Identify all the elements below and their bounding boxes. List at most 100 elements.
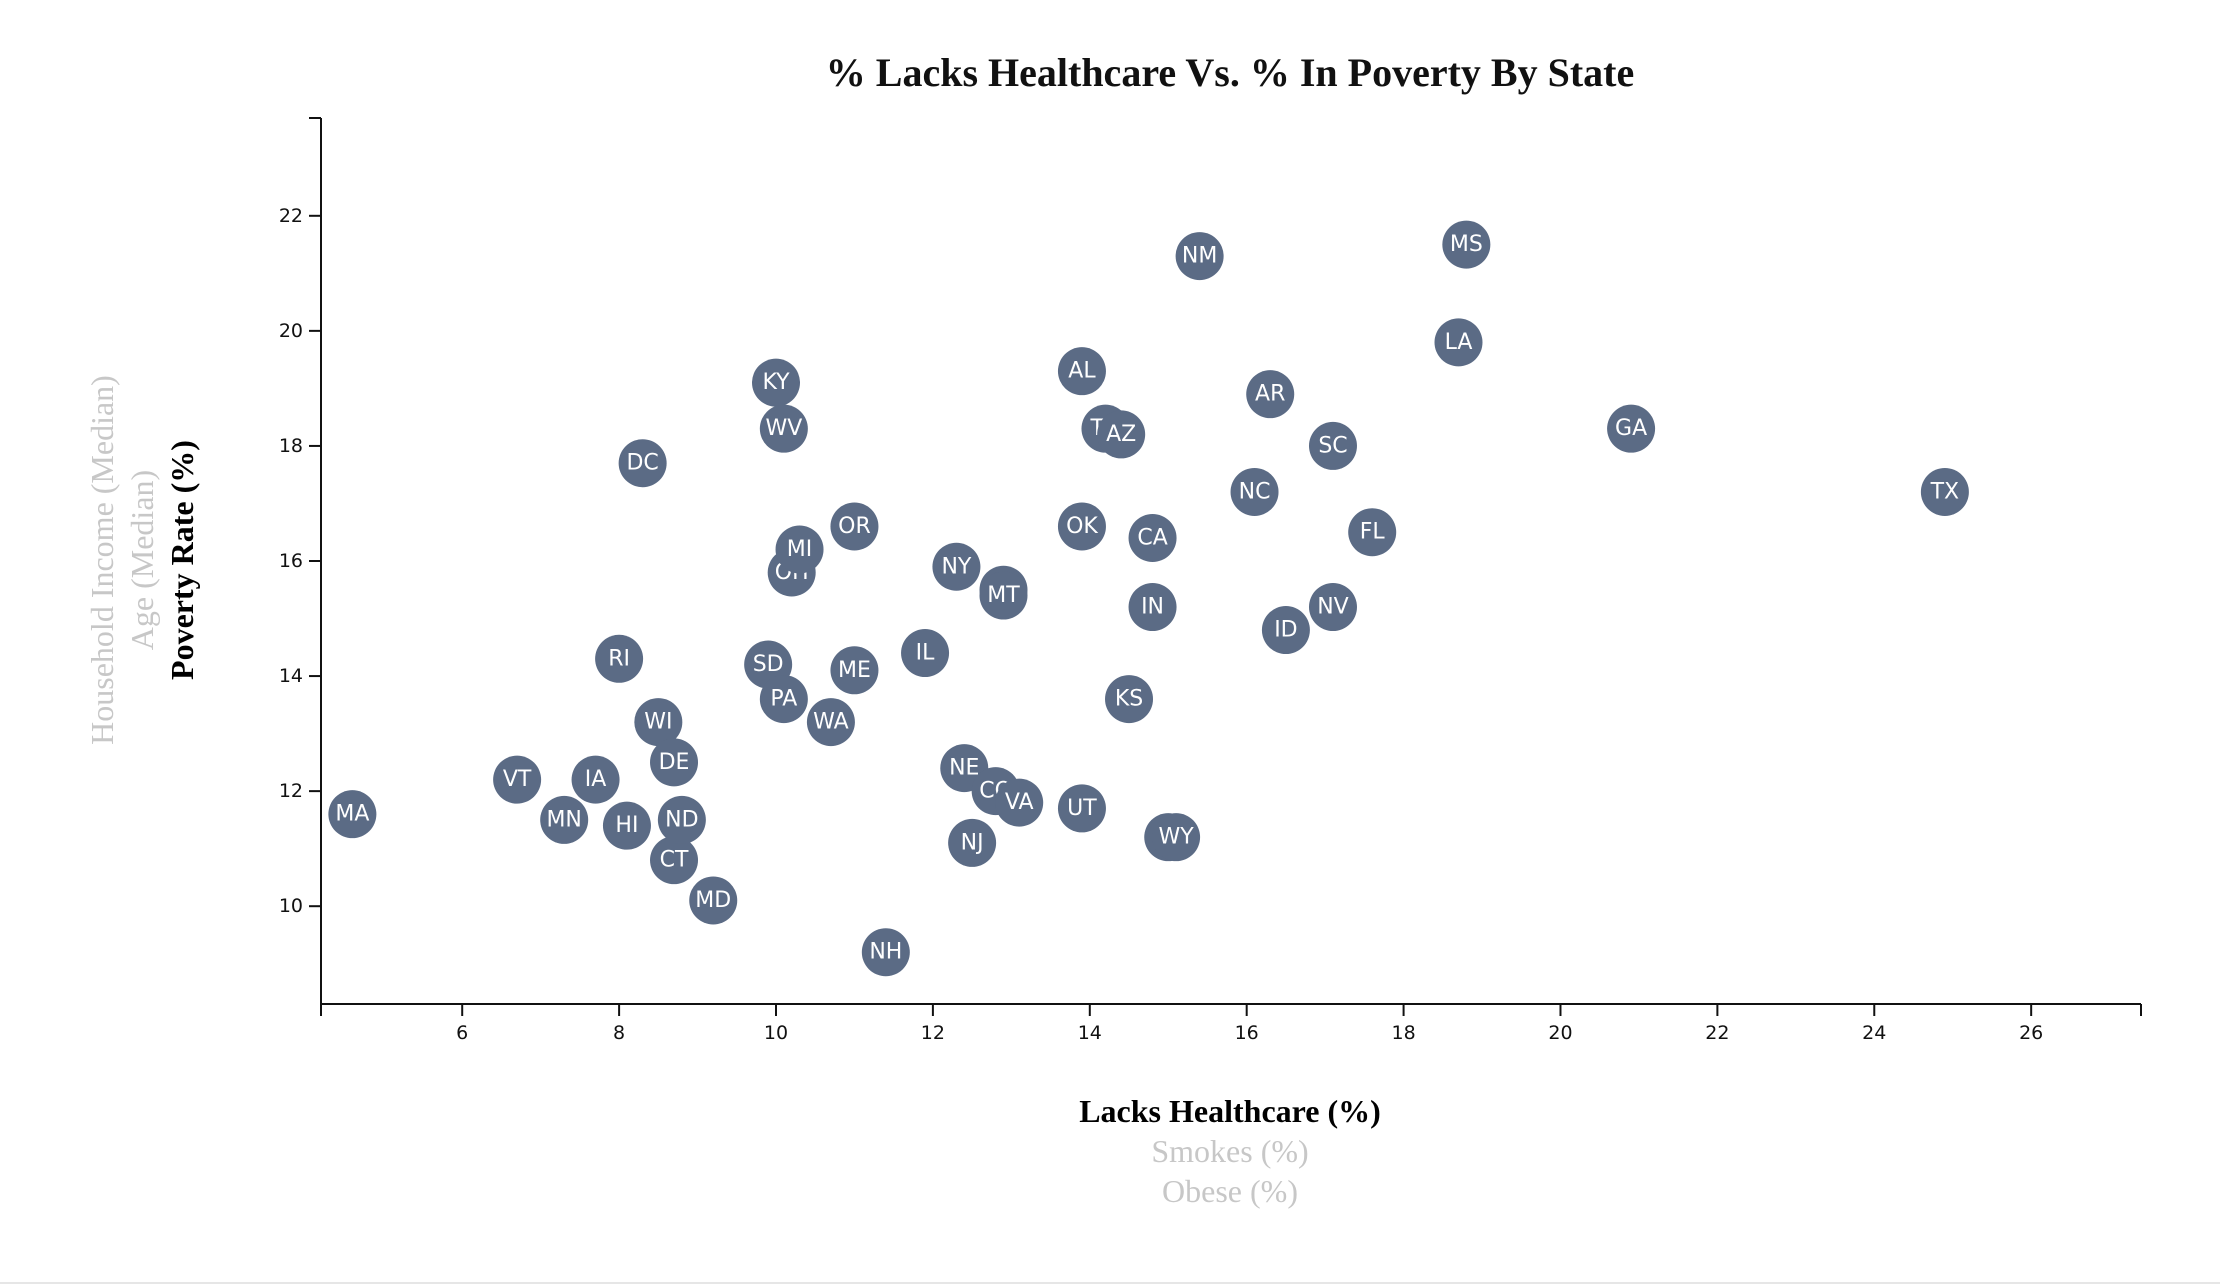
state-marker[interactable] — [1434, 318, 1483, 367]
state-marker[interactable] — [595, 634, 644, 683]
state-marker[interactable] — [1128, 583, 1177, 632]
state-point-nj[interactable]: NJ — [948, 818, 997, 867]
x-axis-label-lacks-healthcare[interactable]: Lacks Healthcare (%) — [1079, 1093, 1381, 1129]
state-point-id[interactable]: ID — [1261, 606, 1310, 655]
state-marker[interactable] — [1057, 347, 1106, 396]
state-point-vt[interactable]: VT — [493, 755, 542, 804]
state-marker[interactable] — [830, 502, 879, 551]
state-marker[interactable] — [1057, 502, 1106, 551]
state-marker[interactable] — [1442, 220, 1491, 269]
state-point-tx[interactable]: TX — [1920, 467, 1969, 516]
state-marker[interactable] — [1175, 232, 1224, 281]
state-point-ut[interactable]: UT — [1057, 784, 1106, 833]
state-marker[interactable] — [1128, 513, 1177, 562]
state-point-sc[interactable]: SC — [1308, 421, 1357, 470]
state-marker[interactable] — [650, 738, 699, 787]
state-point-ar[interactable]: AR — [1246, 370, 1295, 419]
x-axis-label-obese[interactable]: Obese (%) — [1162, 1173, 1298, 1209]
state-point-dc[interactable]: DC — [618, 439, 667, 488]
state-marker[interactable] — [1607, 404, 1656, 453]
y-tick-label: 20 — [279, 320, 303, 342]
state-point-pa[interactable]: PA — [759, 675, 808, 724]
state-marker[interactable] — [657, 795, 706, 844]
state-marker[interactable] — [1308, 421, 1357, 470]
state-marker[interactable] — [830, 646, 879, 695]
state-point-fl[interactable]: FL — [1348, 508, 1397, 557]
state-point-ny[interactable]: NY — [932, 542, 981, 591]
state-marker[interactable] — [1261, 606, 1310, 655]
state-point-ga[interactable]: GA — [1607, 404, 1656, 453]
state-point-wy[interactable]: WY — [1152, 813, 1201, 862]
state-point-mt[interactable]: MT — [979, 571, 1028, 620]
state-marker[interactable] — [618, 439, 667, 488]
state-point-nc[interactable]: NC — [1230, 467, 1279, 516]
state-marker[interactable] — [932, 542, 981, 591]
state-point-ca[interactable]: CA — [1128, 513, 1177, 562]
state-marker[interactable] — [650, 836, 699, 885]
state-point-ri[interactable]: RI — [595, 634, 644, 683]
state-point-ks[interactable]: KS — [1105, 675, 1154, 724]
state-point-mi[interactable]: MI — [775, 525, 824, 574]
state-marker[interactable] — [1920, 467, 1969, 516]
state-marker[interactable] — [861, 928, 910, 977]
state-marker[interactable] — [1348, 508, 1397, 557]
state-point-az[interactable]: AZ — [1097, 410, 1146, 459]
state-abbr-label: WA — [813, 710, 849, 735]
state-point-la[interactable]: LA — [1434, 318, 1483, 367]
state-point-il[interactable]: IL — [901, 629, 950, 678]
state-point-nm[interactable]: NM — [1175, 232, 1224, 281]
state-point-hi[interactable]: HI — [602, 801, 651, 850]
state-point-wv[interactable]: WV — [759, 404, 808, 453]
y-axis-label-household-income[interactable]: Household Income (Median) — [84, 375, 120, 745]
state-point-nh[interactable]: NH — [861, 928, 910, 977]
y-axis-label-poverty[interactable]: Poverty Rate (%) — [164, 440, 200, 680]
state-point-va[interactable]: VA — [995, 778, 1044, 827]
state-marker[interactable] — [1097, 410, 1146, 459]
state-point-ky[interactable]: KY — [752, 358, 800, 407]
state-marker[interactable] — [1246, 370, 1295, 419]
state-marker[interactable] — [1230, 467, 1279, 516]
state-point-or[interactable]: OR — [830, 502, 879, 551]
state-point-ct[interactable]: CT — [650, 836, 699, 885]
state-marker[interactable] — [901, 629, 950, 678]
state-point-ma[interactable]: MA — [328, 790, 377, 839]
state-marker[interactable] — [1308, 583, 1357, 632]
x-axis-label-smokes[interactable]: Smokes (%) — [1151, 1133, 1308, 1169]
state-marker[interactable] — [328, 790, 377, 839]
state-marker[interactable] — [689, 876, 738, 925]
state-point-ia[interactable]: IA — [571, 755, 620, 804]
state-point-nd[interactable]: ND — [657, 795, 706, 844]
state-marker[interactable] — [806, 698, 855, 747]
x-tick-label: 14 — [1078, 1022, 1102, 1044]
state-point-me[interactable]: ME — [830, 646, 879, 695]
state-point-wa[interactable]: WA — [806, 698, 855, 747]
state-point-nv[interactable]: NV — [1308, 583, 1357, 632]
state-marker[interactable] — [759, 404, 808, 453]
y-axis-label-group: Household Income (Median) Age (Median) P… — [84, 375, 200, 745]
state-marker[interactable] — [948, 818, 997, 867]
state-marker[interactable] — [540, 795, 589, 844]
state-marker[interactable] — [979, 571, 1028, 620]
state-abbr-label: NY — [941, 554, 971, 579]
state-marker[interactable] — [571, 755, 620, 804]
state-point-in[interactable]: IN — [1128, 583, 1177, 632]
state-point-al[interactable]: AL — [1057, 347, 1106, 396]
state-point-md[interactable]: MD — [689, 876, 738, 925]
state-point-ms[interactable]: MS — [1442, 220, 1491, 269]
state-marker[interactable] — [775, 525, 824, 574]
x-tick-label: 12 — [921, 1022, 945, 1044]
state-marker[interactable] — [759, 675, 808, 724]
state-marker[interactable] — [634, 698, 683, 747]
state-point-wi[interactable]: WI — [634, 698, 683, 747]
state-point-de[interactable]: DE — [650, 738, 699, 787]
state-marker[interactable] — [1057, 784, 1106, 833]
state-marker[interactable] — [1152, 813, 1201, 862]
state-marker[interactable] — [1105, 675, 1154, 724]
state-marker[interactable] — [602, 801, 651, 850]
state-marker[interactable] — [995, 778, 1044, 827]
state-point-ok[interactable]: OK — [1057, 502, 1106, 551]
state-marker[interactable] — [493, 755, 542, 804]
state-point-mn[interactable]: MN — [540, 795, 589, 844]
state-marker[interactable] — [752, 358, 800, 407]
y-axis-label-age[interactable]: Age (Median) — [124, 470, 160, 650]
